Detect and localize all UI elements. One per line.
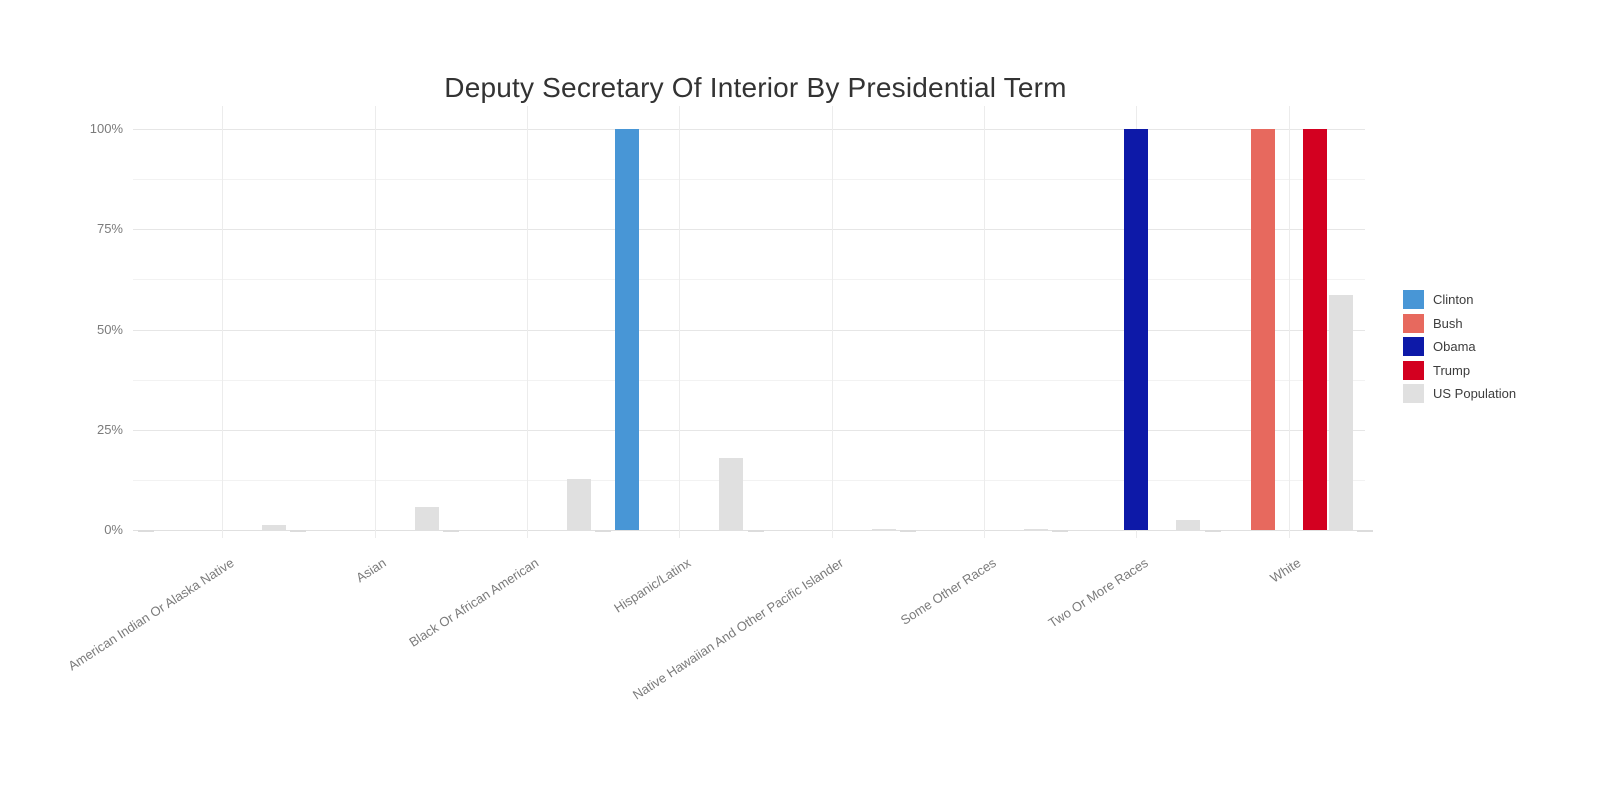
legend-swatch-clinton xyxy=(1403,290,1424,309)
x-axis-label-white: White xyxy=(1266,555,1303,586)
x-axis-label-black-or-african-american: Black Or African American xyxy=(406,555,542,650)
gridline-y-75 xyxy=(133,229,1365,231)
legend-item-clinton[interactable]: Clinton xyxy=(1403,290,1516,309)
x-axis-boundary-tick xyxy=(442,530,459,532)
legend-label-obama: Obama xyxy=(1433,339,1476,354)
y-axis-tick-label-100: 100% xyxy=(89,121,123,136)
legend-swatch-us-population xyxy=(1403,384,1424,403)
chart-title: Deputy Secretary Of Interior By Presiden… xyxy=(444,72,1067,103)
x-axis-boundary-tick xyxy=(747,530,764,532)
legend-item-obama[interactable]: Obama xyxy=(1403,337,1516,356)
gridline-y-62.5 xyxy=(133,279,1365,281)
gridline-x-black-or-african-american xyxy=(526,106,528,538)
x-axis-label-some-other-races: Some Other Races xyxy=(897,555,999,628)
bar-us-population-two-or-more-races[interactable] xyxy=(1176,519,1201,530)
gridline-y-12.5 xyxy=(133,479,1365,481)
gridline-y-37.5 xyxy=(133,379,1365,381)
x-axis-label-asian: Asian xyxy=(353,555,389,586)
gridline-x-asian xyxy=(374,106,376,538)
x-axis-boundary-tick xyxy=(899,530,916,532)
bar-us-population-some-other-races[interactable] xyxy=(1024,529,1049,530)
y-axis-tick-label-0: 0% xyxy=(104,522,123,537)
bar-clinton-hispanic-latinx[interactable] xyxy=(615,129,640,530)
gridline-y-25 xyxy=(133,429,1365,431)
legend-swatch-obama xyxy=(1403,337,1424,356)
bar-bush-white[interactable] xyxy=(1250,129,1275,530)
bar-obama-two-or-more-races[interactable] xyxy=(1124,129,1149,530)
gridline-y-100 xyxy=(133,129,1365,130)
gridline-x-american-indian-or-alaska-native xyxy=(222,106,224,538)
bar-us-population-white[interactable] xyxy=(1328,294,1353,530)
legend-item-bush[interactable]: Bush xyxy=(1403,313,1516,333)
y-axis-tick-label-25: 25% xyxy=(96,421,123,437)
y-axis-tick-label-50: 50% xyxy=(96,321,123,337)
legend-item-trump[interactable]: Trump xyxy=(1403,360,1516,380)
x-axis-label-american-indian-or-alaska-native: American Indian Or Alaska Native xyxy=(65,555,237,674)
legend-label-clinton: Clinton xyxy=(1433,292,1474,307)
gridline-x-some-other-races xyxy=(984,106,986,538)
gridline-x-native-hawaiian-and-other-pacific-islander xyxy=(831,106,833,538)
legend-swatch-trump xyxy=(1403,360,1424,380)
legend: Clinton Bush Obama Trump US Population xyxy=(1403,290,1516,408)
gridline-y-50 xyxy=(133,329,1365,331)
legend-label-trump: Trump xyxy=(1433,362,1471,378)
gridline-x-white xyxy=(1288,106,1290,538)
x-axis-boundary-tick xyxy=(138,530,154,532)
bar-us-population-hispanic-latinx[interactable] xyxy=(719,457,744,530)
bar-trump-white[interactable] xyxy=(1302,129,1327,530)
x-axis-label-hispanic-latinx: Hispanic/Latinx xyxy=(611,555,694,616)
x-axis-boundary-tick xyxy=(1204,530,1221,532)
bar-us-population-native-hawaiian-and-other-pacific-islander[interactable] xyxy=(871,529,896,530)
legend-label-bush: Bush xyxy=(1433,315,1463,331)
gridline-y-87.5 xyxy=(133,179,1365,181)
legend-label-us-population: US Population xyxy=(1433,386,1517,401)
bar-us-population-asian[interactable] xyxy=(414,507,439,530)
x-axis-boundary-tick xyxy=(1052,530,1069,532)
legend-swatch-bush xyxy=(1403,313,1424,333)
x-axis-label-two-or-more-races: Two Or More Races xyxy=(1045,555,1151,631)
x-axis-boundary-tick xyxy=(1357,530,1373,532)
x-axis-boundary-tick xyxy=(290,530,307,532)
x-axis-boundary-tick xyxy=(595,530,612,532)
y-axis-tick-label-75: 75% xyxy=(96,221,123,237)
bar-us-population-black-or-african-american[interactable] xyxy=(566,478,591,530)
legend-item-us-population[interactable]: US Population xyxy=(1403,384,1516,403)
bar-us-population-american-indian-or-alaska-native[interactable] xyxy=(262,525,287,530)
gridline-x-hispanic-latinx xyxy=(679,106,681,538)
